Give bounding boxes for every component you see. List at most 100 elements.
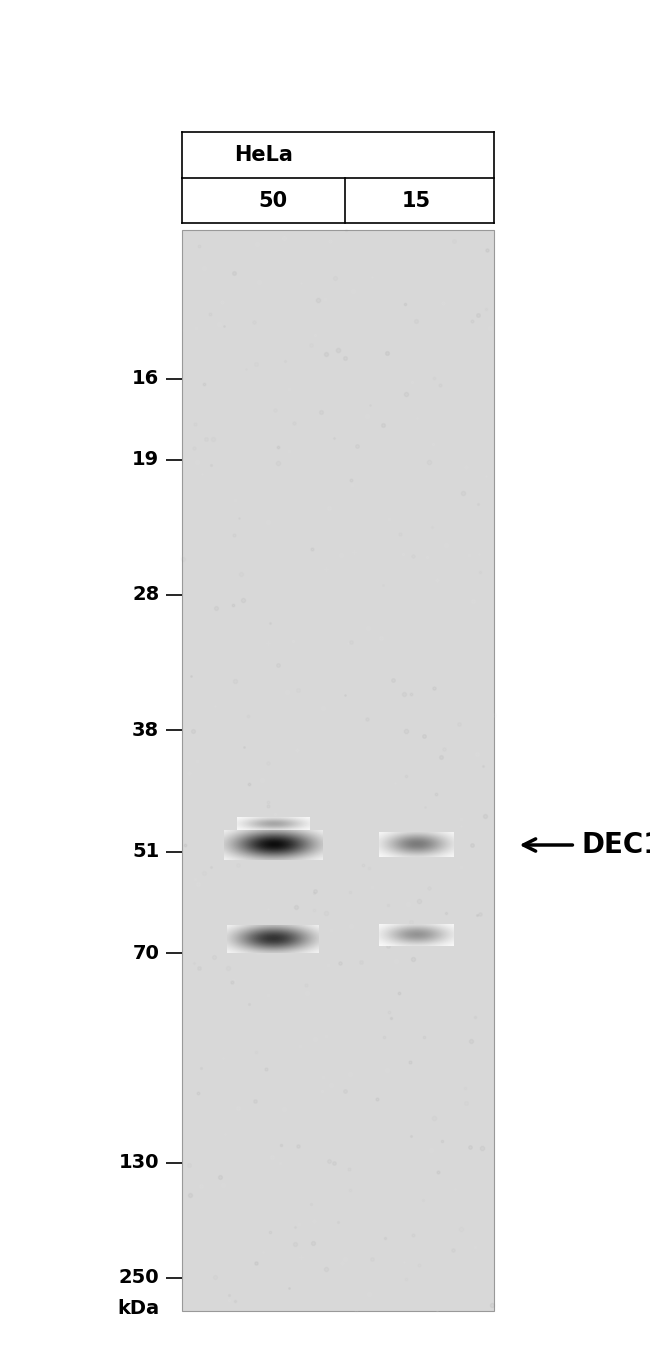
Point xyxy=(424,453,435,475)
Point xyxy=(414,439,424,461)
Point xyxy=(292,652,303,673)
Point xyxy=(298,910,309,932)
Point xyxy=(209,384,220,406)
Point xyxy=(428,898,438,919)
Point xyxy=(228,1068,239,1090)
Point xyxy=(486,37,497,58)
Text: 50: 50 xyxy=(259,191,287,211)
Point xyxy=(263,346,274,368)
Point xyxy=(406,419,416,441)
Point xyxy=(475,769,486,791)
Point xyxy=(219,1015,229,1037)
Point xyxy=(321,306,332,327)
Point xyxy=(328,903,339,925)
Point xyxy=(284,891,294,913)
Point xyxy=(280,502,291,523)
Point xyxy=(412,227,423,249)
Point xyxy=(390,558,400,580)
Point xyxy=(211,733,221,754)
Point xyxy=(313,410,324,431)
Point xyxy=(188,995,198,1017)
Point xyxy=(422,784,432,806)
Point xyxy=(430,548,441,569)
Point xyxy=(344,172,354,193)
Point xyxy=(411,1021,421,1042)
Point xyxy=(227,711,237,733)
Point xyxy=(263,819,274,841)
Point xyxy=(249,964,259,986)
Point xyxy=(476,193,487,215)
Point xyxy=(209,64,220,85)
Point xyxy=(318,264,328,285)
Point xyxy=(340,82,350,104)
Text: 28: 28 xyxy=(132,585,159,604)
Point xyxy=(472,427,482,449)
Point xyxy=(330,1063,341,1084)
Text: DEC1: DEC1 xyxy=(582,831,650,859)
Point xyxy=(432,30,443,51)
Point xyxy=(367,1064,377,1086)
Point xyxy=(469,668,479,690)
Point xyxy=(364,47,374,69)
Point xyxy=(478,575,488,596)
Point xyxy=(275,178,285,200)
Point xyxy=(384,822,395,844)
Point xyxy=(363,714,373,735)
Point xyxy=(224,41,234,62)
Point xyxy=(223,711,233,733)
Point xyxy=(408,107,419,128)
Point xyxy=(229,841,240,863)
Point xyxy=(323,377,333,399)
Point xyxy=(470,587,480,608)
Point xyxy=(267,184,278,206)
Point xyxy=(467,1021,478,1042)
Point xyxy=(376,903,386,925)
Point xyxy=(456,515,467,537)
Point xyxy=(240,526,251,548)
Point xyxy=(318,633,328,654)
Point xyxy=(341,149,351,170)
Point xyxy=(254,389,264,411)
Point xyxy=(188,642,198,664)
Point xyxy=(228,360,239,381)
Point xyxy=(208,902,218,923)
Point xyxy=(439,592,449,614)
Point xyxy=(328,115,339,137)
Point xyxy=(292,195,303,216)
Point xyxy=(218,157,229,178)
Point xyxy=(382,414,392,435)
Point xyxy=(456,754,467,776)
Point xyxy=(273,879,283,900)
Point xyxy=(252,59,263,81)
Point xyxy=(426,753,436,775)
Point xyxy=(402,437,413,458)
Text: 16: 16 xyxy=(132,369,159,388)
Point xyxy=(187,331,197,353)
Point xyxy=(400,610,411,631)
Point xyxy=(310,301,320,323)
Point xyxy=(472,587,482,608)
Point xyxy=(301,356,311,377)
Point xyxy=(478,975,488,996)
Point xyxy=(288,554,298,576)
Point xyxy=(233,233,243,254)
Point xyxy=(382,272,393,293)
Point xyxy=(201,903,211,925)
Point xyxy=(352,895,363,917)
Point xyxy=(480,865,491,887)
Point xyxy=(261,256,272,277)
Point xyxy=(324,833,334,854)
Point xyxy=(179,558,189,580)
Point xyxy=(308,97,318,119)
Point xyxy=(178,783,188,804)
Point xyxy=(197,867,207,888)
Point xyxy=(407,960,417,982)
Point xyxy=(424,879,435,900)
Point xyxy=(227,483,237,504)
Point xyxy=(444,1078,454,1099)
Text: 15: 15 xyxy=(402,191,430,211)
Point xyxy=(474,787,484,808)
Point xyxy=(237,522,247,544)
Point xyxy=(270,527,280,549)
Point xyxy=(356,379,367,400)
